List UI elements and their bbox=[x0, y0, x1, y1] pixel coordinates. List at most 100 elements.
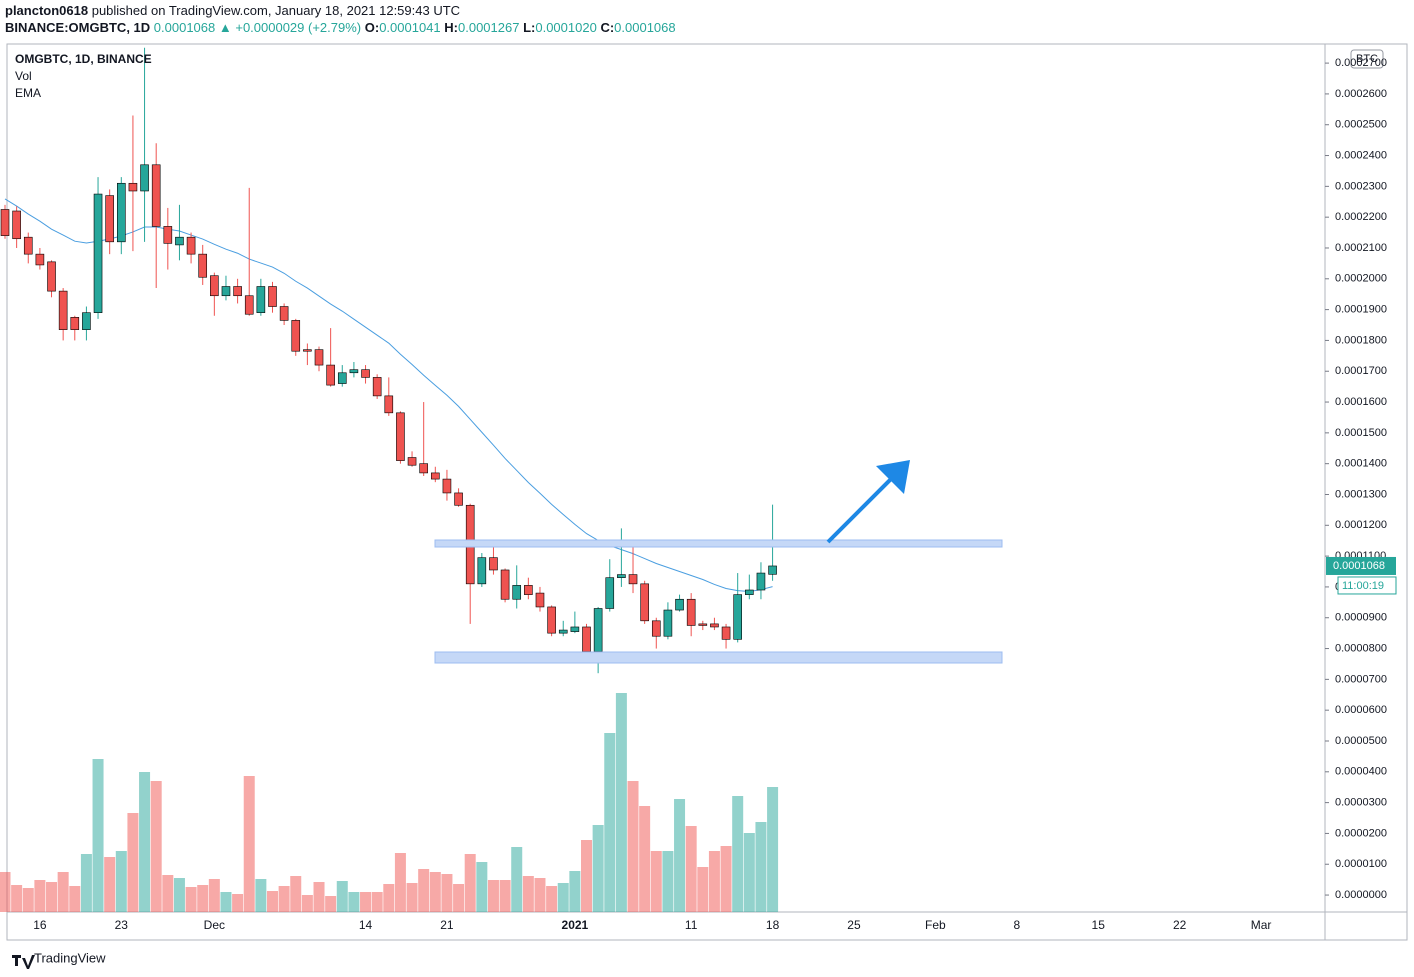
candle-body bbox=[314, 349, 324, 366]
author: plancton0618 bbox=[5, 3, 88, 18]
candle-body bbox=[419, 463, 428, 474]
y-tick-label: 0.0000400 bbox=[1335, 766, 1387, 778]
volume-bar bbox=[243, 776, 255, 912]
candle-body bbox=[361, 369, 370, 378]
volume-bar bbox=[453, 884, 465, 912]
candle-body bbox=[58, 290, 68, 330]
volume-bar bbox=[522, 876, 534, 912]
volume-bar bbox=[697, 867, 709, 912]
volume-bar bbox=[487, 880, 499, 912]
candle-body bbox=[244, 295, 254, 315]
volume-bar bbox=[290, 876, 302, 912]
candle-body bbox=[593, 608, 603, 652]
currency: BTC bbox=[1356, 53, 1378, 65]
field-label: H: bbox=[444, 20, 458, 35]
x-tick-label: Dec bbox=[204, 918, 225, 932]
candle-body bbox=[151, 164, 161, 227]
volume-bar bbox=[604, 733, 616, 912]
footer-brand: TradingView bbox=[34, 950, 106, 965]
candle-body bbox=[337, 372, 347, 384]
y-tick-label: 0.0000600 bbox=[1335, 704, 1387, 716]
countdown: 11:00:19 bbox=[1342, 580, 1384, 592]
volume-bar bbox=[313, 882, 325, 912]
field-value: 0.0001068 bbox=[614, 20, 675, 35]
volume-bar bbox=[255, 879, 267, 912]
candle-body bbox=[93, 193, 103, 313]
x-tick-label: Feb bbox=[925, 918, 946, 932]
volume-bar bbox=[360, 892, 372, 912]
y-tick-label: 0.0002300 bbox=[1335, 180, 1387, 192]
candle-body bbox=[175, 236, 184, 246]
currency-badge bbox=[1350, 49, 1384, 69]
volume-bar bbox=[383, 884, 395, 912]
y-tick-label: 0.0000100 bbox=[1335, 858, 1387, 870]
y-tick-label: 0.0000700 bbox=[1335, 673, 1387, 685]
quote-line: BINANCE:OMGBTC, 1D 0.0001068 ▲ +0.000002… bbox=[5, 20, 676, 35]
candle-body bbox=[291, 320, 301, 352]
candle-body bbox=[675, 598, 684, 611]
volume-bar bbox=[92, 759, 104, 912]
y-tick-label: 0.0000200 bbox=[1335, 827, 1387, 839]
volume-bar bbox=[743, 833, 755, 912]
support-zone bbox=[434, 651, 1003, 664]
candle-body bbox=[745, 589, 754, 595]
volume-bar bbox=[22, 888, 34, 912]
volume-bar bbox=[278, 886, 290, 912]
y-tick-label: 0.0002700 bbox=[1335, 57, 1387, 69]
volume-bar bbox=[0, 872, 11, 912]
arrow-shaft bbox=[826, 475, 895, 544]
candle-body bbox=[105, 195, 114, 243]
volume-bar bbox=[266, 891, 278, 912]
arrow-head bbox=[876, 460, 910, 494]
volume-bar bbox=[464, 854, 476, 912]
volume-bar bbox=[197, 885, 209, 912]
publish-line: plancton0618 published on TradingView.co… bbox=[5, 3, 460, 18]
volume-bar bbox=[139, 772, 151, 912]
logo bbox=[12, 955, 35, 969]
candle-body bbox=[628, 574, 638, 585]
candle-body bbox=[12, 210, 21, 240]
candle-body bbox=[512, 585, 522, 600]
volume-bar bbox=[220, 892, 232, 912]
x-tick-label: 14 bbox=[359, 918, 373, 932]
candle-body bbox=[47, 261, 56, 292]
candle-body bbox=[582, 626, 591, 652]
volume-bar bbox=[11, 885, 23, 912]
candle-body bbox=[384, 395, 394, 414]
volume-bar bbox=[650, 851, 662, 912]
volume-bar bbox=[162, 875, 174, 912]
candle-body bbox=[698, 623, 708, 626]
volume-bar bbox=[767, 787, 779, 912]
volume-bar bbox=[57, 872, 69, 912]
y-tick-label: 0.0001200 bbox=[1335, 519, 1387, 531]
candle-body bbox=[756, 572, 766, 591]
x-tick-label: 15 bbox=[1092, 918, 1106, 932]
candle-body bbox=[35, 253, 45, 266]
candle-body bbox=[477, 557, 487, 585]
resistance-zone bbox=[434, 539, 1003, 548]
candle-body bbox=[640, 583, 649, 622]
y-tick-label: 0.0002500 bbox=[1335, 119, 1387, 131]
volume-bar bbox=[569, 871, 581, 912]
volume-bar bbox=[732, 796, 744, 912]
volume-bar bbox=[592, 825, 604, 912]
volume-bar bbox=[499, 880, 511, 912]
candle-body bbox=[524, 585, 533, 595]
candle-body bbox=[128, 182, 138, 192]
last-price-badge bbox=[1326, 556, 1396, 575]
volume-bar bbox=[418, 869, 430, 912]
volume-bar bbox=[511, 847, 523, 912]
y-tick-label: 0.0000800 bbox=[1335, 642, 1387, 654]
volume-bar bbox=[755, 822, 767, 912]
candle-body bbox=[70, 317, 80, 330]
candle-body bbox=[721, 626, 731, 640]
volume-bar bbox=[546, 886, 558, 912]
y-tick-label: 0.0000900 bbox=[1335, 612, 1387, 624]
candle-body bbox=[547, 606, 556, 634]
volume-bar bbox=[429, 872, 441, 912]
volume-bar bbox=[127, 813, 139, 912]
candle-body bbox=[198, 253, 208, 278]
y-tick-label: 0.0001400 bbox=[1335, 458, 1387, 470]
candle-body bbox=[500, 569, 510, 600]
countdown-badge bbox=[1337, 576, 1397, 595]
